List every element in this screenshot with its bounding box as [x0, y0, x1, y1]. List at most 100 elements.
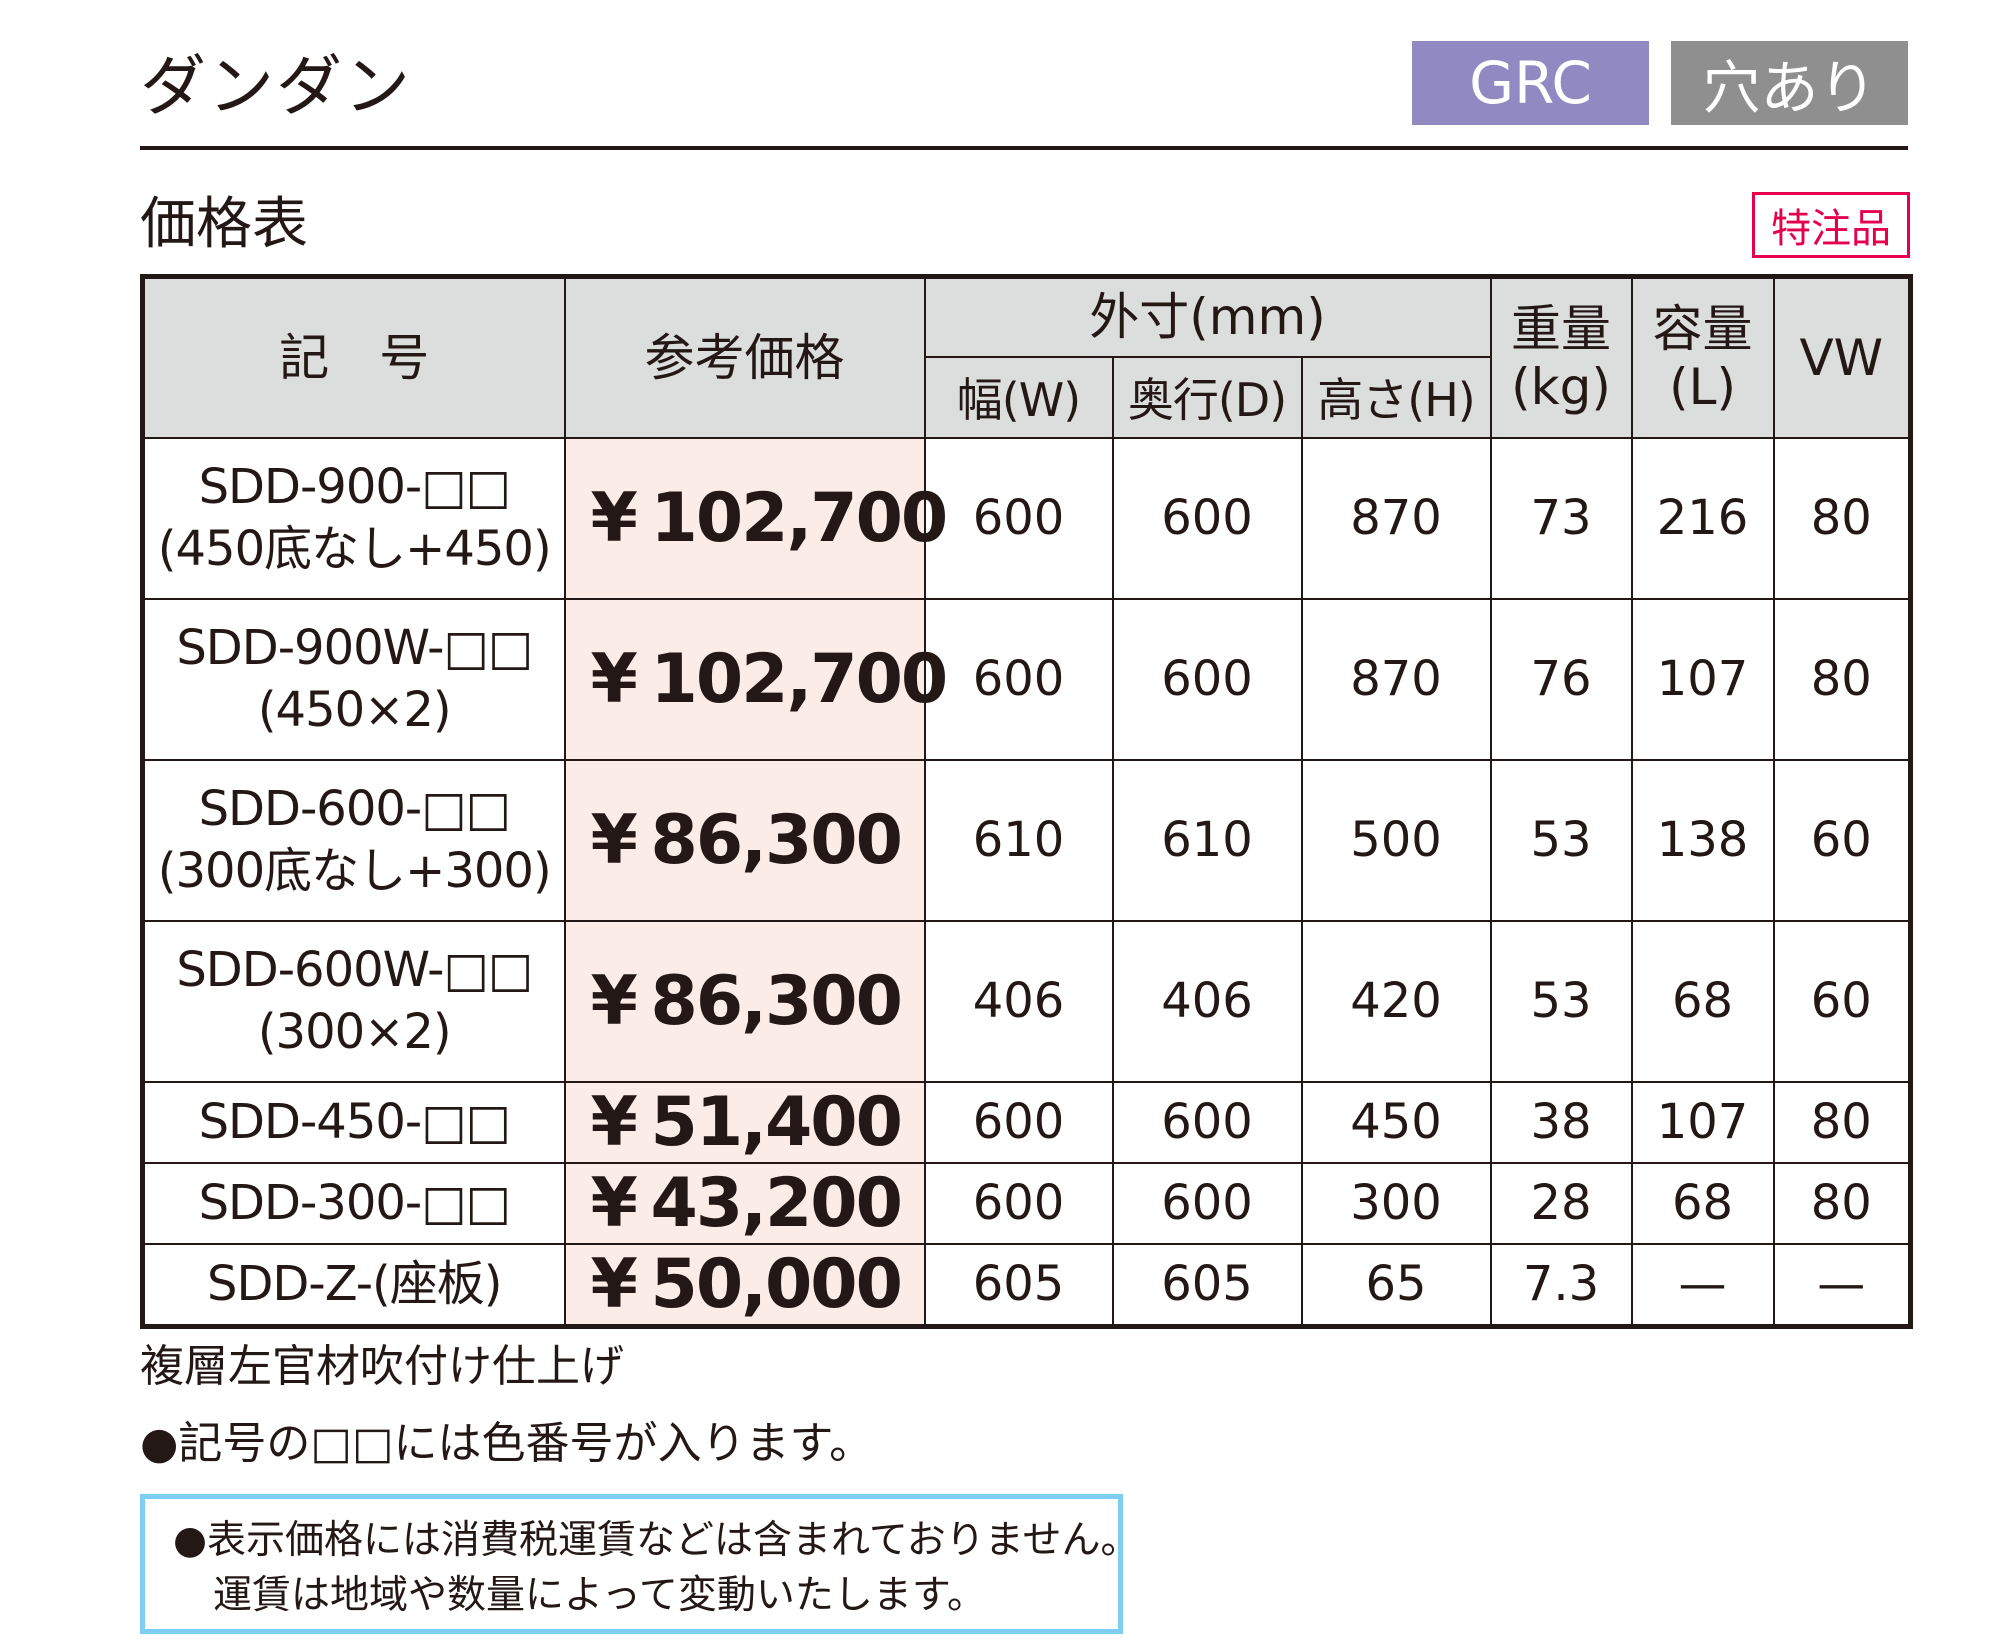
capacity-value: 138 [1630, 758, 1775, 922]
table-row: SDD-900W-□□ (450×2) ¥102,700 600 600 870… [141, 597, 1912, 761]
product-code: SDD-450-□□ [141, 1080, 566, 1164]
width-value: 600 [923, 1161, 1114, 1245]
product-code: SDD-Z-(座板) [141, 1242, 566, 1327]
product-code-sub: (300底なし+300) [157, 843, 552, 899]
width-value: 600 [923, 1080, 1114, 1164]
vw-value: 80 [1772, 597, 1912, 761]
depth-value: 600 [1111, 1080, 1303, 1164]
page-title: ダンダン [140, 48, 412, 125]
price-cell: ¥86,300 [563, 919, 926, 1083]
width-value: 605 [923, 1242, 1114, 1327]
finish-note: 複層左官材吹付け仕上げ [140, 1341, 624, 1392]
product-code-main: SDD-600W-□□ [176, 942, 533, 998]
price-amount: 51,400 [650, 1082, 903, 1162]
product-code: SDD-900-□□ (450底なし+450) [141, 436, 566, 600]
weight-value: 53 [1489, 919, 1633, 1083]
disclaimer-line-1: ●表示価格には消費税運賃などは含まれておりません。 [173, 1518, 1140, 1563]
width-value: 610 [923, 758, 1114, 922]
header-subrow: 幅(W) 奥行(D) 高さ(H) [143, 355, 1911, 439]
color-code-note: ●記号の□□には色番号が入ります。 [140, 1418, 874, 1469]
vw-value: 60 [1772, 758, 1912, 922]
price-cell: ¥50,000 [563, 1242, 926, 1327]
price-amount: 86,300 [650, 961, 903, 1041]
price-cell: ¥43,200 [563, 1161, 926, 1245]
table-row: SDD-Z-(座板) ¥50,000 605 605 65 7.3 — — [141, 1242, 1912, 1327]
height-value: 870 [1300, 436, 1492, 600]
table-row: SDD-600W-□□ (300×2) ¥86,300 406 406 420 … [141, 919, 1912, 1083]
yen-sign: ¥ [590, 961, 638, 1041]
grc-badge: GRC [1412, 41, 1649, 125]
header-weight-unit: (kg) [1511, 357, 1611, 416]
capacity-value: 68 [1630, 1161, 1775, 1245]
title-divider [140, 146, 1908, 150]
width-value: 406 [923, 919, 1114, 1083]
weight-value: 38 [1489, 1080, 1633, 1164]
product-code-sub: (300×2) [257, 1004, 452, 1060]
weight-value: 76 [1489, 597, 1633, 761]
product-code: SDD-600-□□ (300底なし+300) [141, 758, 566, 922]
table-row: SDD-900-□□ (450底なし+450) ¥102,700 600 600… [141, 436, 1912, 600]
hole-badge: 穴あり [1671, 41, 1908, 125]
weight-value: 7.3 [1489, 1242, 1633, 1327]
header-vw: VW [1772, 275, 1912, 439]
header-width: 幅(W) [923, 355, 1114, 439]
product-code: SDD-600W-□□ (300×2) [141, 919, 566, 1083]
header-weight: 重量 (kg) [1489, 275, 1633, 439]
capacity-value: 216 [1630, 436, 1775, 600]
capacity-value: 68 [1630, 919, 1775, 1083]
product-code-main: SDD-600-□□ [198, 781, 511, 837]
yen-sign: ¥ [590, 1244, 638, 1324]
disclaimer-line-2: 運賃は地域や数量によって変動いたします。 [213, 1573, 986, 1618]
price-cell: ¥51,400 [563, 1080, 926, 1164]
height-value: 65 [1300, 1242, 1492, 1327]
height-value: 450 [1300, 1080, 1492, 1164]
depth-value: 610 [1111, 758, 1303, 922]
yen-sign: ¥ [590, 1082, 638, 1162]
vw-value: 80 [1772, 436, 1912, 600]
price-amount: 43,200 [650, 1163, 903, 1243]
yen-sign: ¥ [590, 800, 638, 880]
depth-value: 600 [1111, 1161, 1303, 1245]
vw-value: 80 [1772, 1161, 1912, 1245]
price-cell: ¥102,700 [563, 597, 949, 761]
table-row: SDD-450-□□ ¥51,400 600 600 450 38 107 80 [141, 1080, 1912, 1164]
product-code: SDD-900W-□□ (450×2) [141, 597, 566, 761]
header-row: 記 号 参考価格 外寸(mm) 重量 (kg) 容量 (L) VW [141, 275, 1912, 439]
yen-sign: ¥ [590, 639, 638, 719]
height-value: 300 [1300, 1161, 1492, 1245]
capacity-value: 107 [1630, 597, 1775, 761]
capacity-value: 107 [1630, 1080, 1775, 1164]
price-table: 記 号 参考価格 外寸(mm) 重量 (kg) 容量 (L) VW 幅(W) 奥… [140, 274, 1914, 1329]
height-value: 500 [1300, 758, 1492, 922]
product-code: SDD-300-□□ [141, 1161, 566, 1245]
yen-sign: ¥ [590, 1163, 638, 1243]
header-height: 高さ(H) [1300, 355, 1492, 439]
height-value: 420 [1300, 919, 1492, 1083]
price-amount: 102,700 [650, 639, 949, 719]
vw-value: 60 [1772, 919, 1912, 1083]
header-capacity: 容量 (L) [1630, 275, 1775, 439]
table-row: SDD-300-□□ ¥43,200 600 600 300 28 68 80 [141, 1161, 1912, 1245]
header-code: 記 号 [141, 275, 566, 439]
table-row: SDD-600-□□ (300底なし+300) ¥86,300 610 610 … [141, 758, 1912, 922]
header-capacity-unit: (L) [1669, 357, 1736, 416]
header-depth: 奥行(D) [1111, 355, 1303, 439]
header-weight-label: 重量 [1511, 299, 1612, 358]
weight-value: 28 [1489, 1161, 1633, 1245]
width-value: 600 [923, 597, 1114, 761]
price-cell: ¥86,300 [563, 758, 926, 922]
price-amount: 102,700 [650, 478, 949, 558]
weight-value: 53 [1489, 758, 1633, 922]
depth-value: 600 [1111, 597, 1303, 761]
header-capacity-label: 容量 [1652, 299, 1753, 358]
product-code-sub: (450×2) [257, 682, 452, 738]
depth-value: 600 [1111, 436, 1303, 600]
special-order-badge: 特注品 [1752, 192, 1910, 258]
price-amount: 50,000 [650, 1244, 903, 1324]
width-value: 600 [923, 436, 1114, 600]
price-disclaimer-box: ●表示価格には消費税運賃などは含まれておりません。 運賃は地域や数量によって変動… [140, 1494, 1140, 1634]
height-value: 870 [1300, 597, 1492, 761]
price-cell: ¥102,700 [563, 436, 949, 600]
weight-value: 73 [1489, 436, 1633, 600]
vw-value: 80 [1772, 1080, 1912, 1164]
